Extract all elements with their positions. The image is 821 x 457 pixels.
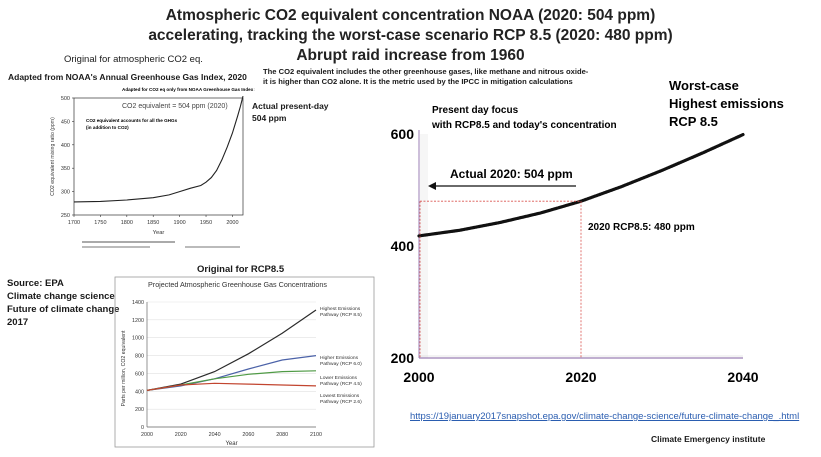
rcp-series-label-line-1: Lower Emissions: [320, 375, 358, 381]
main-y-tick-label: 200: [391, 350, 415, 366]
main-actual-2020-label: Actual 2020: 504 ppm: [450, 167, 573, 181]
rcp-series-label-line-1: Lowest Emissions: [320, 393, 360, 399]
noaa-y-axis-label: CO2 equivalent mixing ratio (ppm): [50, 117, 56, 196]
main-rcp85-line: [417, 132, 745, 238]
source-line-1: Source: EPA: [7, 278, 64, 289]
rcp-y-tick-label: 400: [135, 389, 144, 395]
main-y-tick-label: 600: [391, 126, 415, 142]
rcp-y-tick-label: 1200: [132, 318, 144, 324]
main-rcp-2020-label: 2020 RCP8.5: 480 ppm: [588, 222, 695, 233]
rcp-series-line: [146, 382, 317, 391]
noaa-y-tick-label: 350: [61, 166, 70, 172]
source-block: Source: EPA Climate change science Futur…: [7, 277, 119, 329]
ghg-note-line-2: it is higher than CO2 alone. It is the m…: [263, 77, 573, 86]
source-line-3: Future of climate change: [7, 304, 120, 315]
noaa-chart: Adapted for CO2 eq only from NOAA Greenh…: [50, 87, 255, 248]
source-line-2: Climate change science: [7, 291, 115, 302]
slide-title-line-3: Abrupt raid increase from 1960: [296, 47, 525, 64]
actual-present-line-1: Actual present-day: [252, 101, 329, 111]
noaa-header: Adapted for CO2 eq only from NOAA Greenh…: [122, 87, 255, 92]
slide-title-line-1: Atmospheric CO2 equivalent concentration…: [165, 7, 656, 24]
main-x-tick-label: 2040: [727, 369, 758, 385]
noaa-x-tick-label: 1950: [200, 220, 212, 226]
rcp-caption: Original for RCP8.5: [197, 264, 285, 275]
rcp-y-tick-label: 200: [135, 407, 144, 413]
rcp-x-tick-label: 2000: [141, 432, 153, 438]
rcp-x-tick-label: 2020: [175, 432, 187, 438]
rcp-x-tick-label: 2080: [276, 432, 288, 438]
rcp-outer-frame: [114, 276, 375, 448]
noaa-x-tick-label: 1900: [174, 220, 186, 226]
noaa-caption: Original for atmospheric CO2 eq.: [64, 54, 203, 65]
rcp-series-label-line-1: Highest Emissions: [320, 306, 361, 312]
rcp-y-tick-label: 0: [141, 425, 144, 431]
rcp-x-tick-label: 2040: [209, 432, 221, 438]
noaa-y-tick-label: 450: [61, 119, 70, 125]
noaa-y-tick-label: 300: [61, 190, 70, 196]
rcp-y-tick-label: 800: [135, 354, 144, 360]
noaa-x-tick-label: 2000: [226, 220, 238, 226]
rcp-series-label-line-1: Higher Emissions: [320, 355, 359, 361]
rcp-title: Projected Atmospheric Greenhouse Gas Con…: [148, 280, 327, 289]
rcp-series-label-line-2: Pathway (RCP 8.5): [320, 312, 362, 318]
rcp-series-label-line-2: Pathway (RCP 6.0): [320, 361, 362, 367]
noaa-x-axis-label: Year: [153, 230, 165, 236]
rcp-y-axis-label: Parts per million, CO2 equivalent: [121, 330, 127, 406]
actual-present-label: Actual present-day 504 ppm: [252, 100, 329, 124]
noaa-x-tick-label: 1800: [121, 220, 133, 226]
main-present-focus-line-1: Present day focus: [432, 105, 519, 116]
main-chart: 200 400 600 2000 2020 2040 Worst-case Highest e…: [391, 78, 784, 385]
rcp-x-axis-label: Year: [225, 441, 237, 447]
noaa-adapted: Adapted from NOAA's Annual Greenhouse Ga…: [8, 72, 247, 82]
noaa-co2eq-line: [73, 95, 244, 203]
noaa-x-tick-label: 1750: [94, 220, 106, 226]
main-actual-arrow-head: [428, 182, 436, 190]
main-present-focus-line-2: with RCP8.5 and today's concentration: [431, 120, 617, 131]
noaa-inner-note-line-1: CO2 equivalent accounts for all the GHGs: [86, 118, 178, 123]
main-worst-case-line-1: Worst-case: [669, 78, 739, 93]
rcp-series-line: [146, 309, 317, 391]
noaa-x-tick-label: 1700: [68, 220, 80, 226]
rcp-series-label-line-2: Pathway (RCP 2.6): [320, 399, 362, 405]
rcp-chart: Projected Atmospheric Greenhouse Gas Con…: [114, 276, 375, 448]
rcp-y-tick-label: 600: [135, 371, 144, 377]
ghg-note: The CO2 equivalent includes the other gr…: [263, 67, 588, 87]
rcp-x-tick-label: 2100: [310, 432, 322, 438]
noaa-y-tick-label: 250: [61, 213, 70, 219]
noaa-legend-box-text: CO2 equivalent = 504 ppm (2020): [122, 103, 228, 110]
credit-label: Climate Emergency institute: [651, 434, 766, 444]
ghg-note-line-1: The CO2 equivalent includes the other gr…: [263, 67, 589, 76]
source-link[interactable]: https://19january2017snapshot.epa.gov/cl…: [410, 411, 800, 422]
rcp-x-tick-label: 2060: [242, 432, 254, 438]
rcp-series-label-line-2: Pathway (RCP 4.5): [320, 381, 362, 387]
main-y-tick-label: 400: [391, 238, 415, 254]
noaa-y-tick-label: 500: [61, 96, 70, 102]
main-worst-case-line-2: Highest emissions: [669, 96, 784, 111]
actual-present-line-2: 504 ppm: [252, 113, 287, 123]
noaa-y-tick-label: 400: [61, 143, 70, 149]
noaa-x-tick-label: 1850: [147, 220, 159, 226]
noaa-plot-frame: [73, 97, 244, 216]
slide-title-line-2: accelerating, tracking the worst-case sc…: [148, 27, 673, 44]
rcp-series-line: [146, 355, 317, 391]
rcp-y-tick-label: 1400: [132, 300, 144, 306]
noaa-inner-note-line-2: (in addition to CO2): [86, 125, 129, 130]
rcp-y-tick-label: 1000: [132, 336, 144, 342]
main-x-tick-label: 2020: [565, 369, 596, 385]
main-worst-case-line-3: RCP 8.5: [669, 114, 718, 129]
source-line-4: 2017: [7, 317, 29, 328]
main-x-tick-label: 2000: [403, 369, 434, 385]
